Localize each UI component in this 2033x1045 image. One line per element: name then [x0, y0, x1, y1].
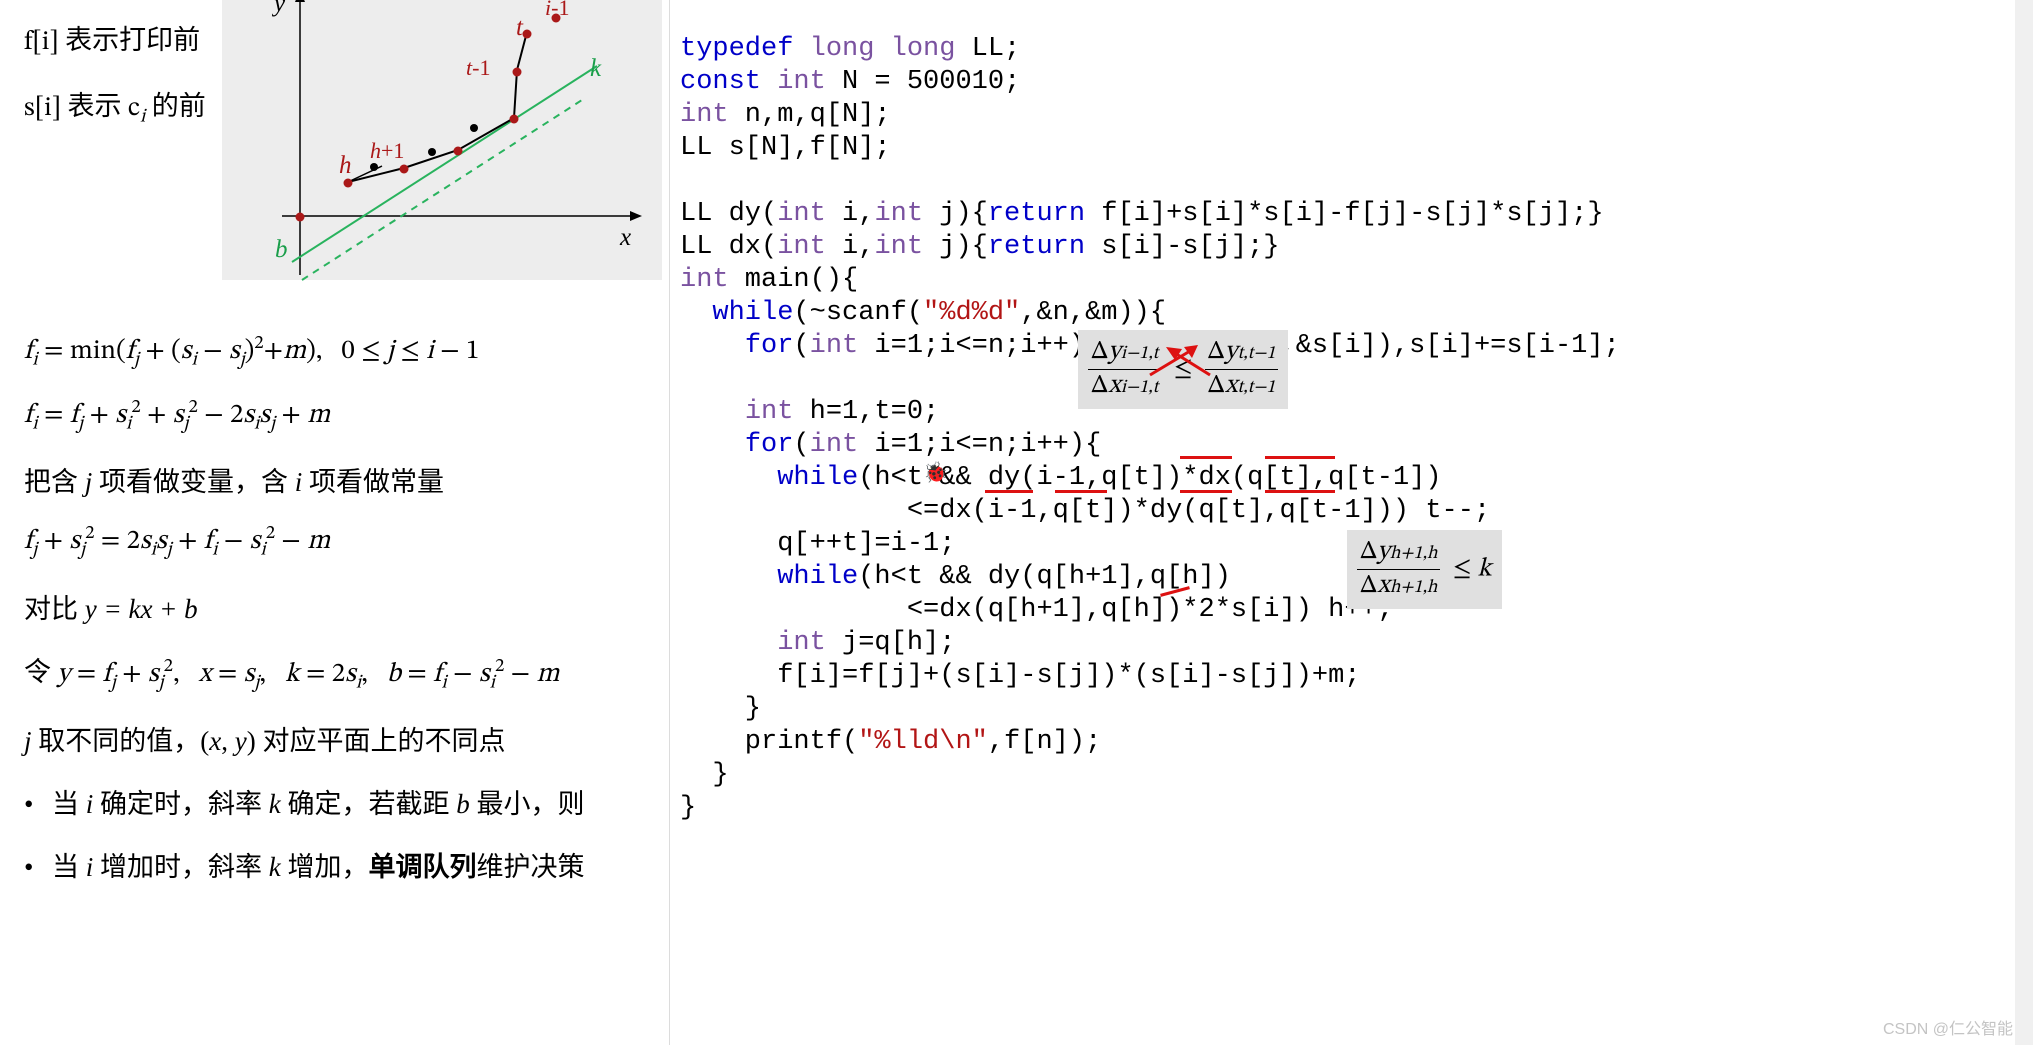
point-label-tm1: t-1 [466, 55, 490, 81]
red-underline [1055, 490, 1107, 493]
text-compare: 对比 y = kx + b [24, 587, 674, 626]
red-underline [1265, 456, 1335, 459]
equation-1: fi = min(fj + (si − sj)2+m), 0 ≤ j ≤ i −… [24, 333, 674, 372]
graph-origin-dot [296, 213, 305, 222]
graph-dot-tm1 [513, 68, 522, 77]
bullet-2: •当 i 增加时，斜率 k 增加，单调队列维护决策 [24, 845, 674, 884]
point-label-h: h [339, 152, 352, 180]
graph-dot-inner [470, 124, 478, 132]
equation-6: 令 y = fj + sj2, x = sj, k = 2si, b = fi … [24, 650, 674, 695]
graph-svg [222, 0, 662, 290]
annotation-arrows [1140, 340, 1230, 400]
annotation-slope-h: Δyh+1,hΔxh+1,h ≤ k [1347, 530, 1502, 609]
point-label-t: t [516, 14, 523, 42]
graph-dot-inner [428, 148, 436, 156]
red-underline [1265, 490, 1335, 493]
graph-dot-hp1 [400, 165, 409, 174]
debug-marker-icon: 🐞 [923, 460, 948, 485]
point-label-im1: i-1 [545, 0, 569, 21]
text-variables: 把含 j 项看做变量，含 i 项看做常量 [24, 460, 674, 499]
intercept-label-b: b [275, 236, 288, 264]
watermark: CSDN @仁公智能 [1883, 1015, 2013, 1039]
red-underline [1180, 456, 1232, 459]
red-underline [985, 490, 1033, 493]
equation-4: fj + sj2 = 2sisj + fi − si2 − m [24, 523, 674, 562]
equation-2: fi = fj + si2 + sj2 − 2sisj + m [24, 397, 674, 436]
graph-dot-t [523, 30, 532, 39]
axis-label-x: x [620, 224, 631, 252]
red-underline [1180, 490, 1232, 493]
slope-label-k: k [590, 55, 601, 83]
code-block: typedef long long LL; const int N = 5000… [680, 0, 1520, 825]
graph-dot [454, 147, 463, 156]
graph-dot [510, 115, 519, 124]
graph-dot-inner [370, 163, 378, 171]
axis-label-y: y [274, 0, 285, 18]
convex-hull-graph: y x b k h h+1 t-1 t i-1 [222, 0, 662, 280]
text-points: j 取不同的值，(x, y) 对应平面上的不同点 [24, 719, 674, 758]
point-label-hp1: h+1 [370, 138, 404, 164]
scrollbar-track[interactable] [2015, 0, 2033, 1045]
bullet-1: •当 i 确定时，斜率 k 确定，若截距 b 最小，则 [24, 782, 674, 821]
